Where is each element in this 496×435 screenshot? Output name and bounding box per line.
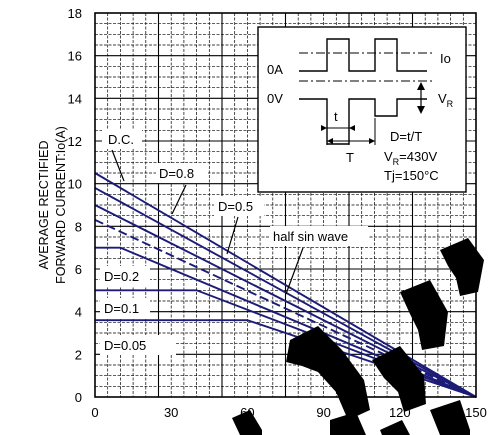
- label-bg: [214, 196, 264, 216]
- label-bg: [102, 129, 142, 149]
- inset-frame: [257, 26, 467, 193]
- label-half-sin: half sin wave: [273, 229, 348, 244]
- y-tick-label: 14: [68, 91, 82, 106]
- y-tick-label: 10: [68, 177, 82, 192]
- y-axis-label-line-1: AVERAGE RECTIFIED: [37, 141, 51, 270]
- y-axis-label: AVERAGE RECTIFIED FORWARD CURRENT:Io(A): [37, 126, 68, 284]
- y-tick-label: 8: [75, 219, 82, 234]
- y-tick-label: 12: [68, 134, 82, 149]
- label-half-sin-arrow: [285, 247, 304, 295]
- series-line-3: [94, 219, 477, 398]
- series-line-4: [95, 246, 477, 398]
- inset-duty-eq: D=t/T: [390, 129, 422, 144]
- label-bg: [156, 163, 208, 183]
- y-tick-label: 16: [68, 49, 82, 64]
- inset-tj-eq: Tj=150°C: [384, 168, 439, 183]
- label-d05-arrow: [226, 216, 239, 255]
- inset-io-label: Io: [440, 51, 451, 66]
- label-bg: [100, 266, 150, 286]
- inset-0a-label: 0A: [267, 62, 283, 77]
- y-axis-label-line-2: FORWARD CURRENT:Io(A): [54, 126, 68, 284]
- inset-vr-label: VR: [438, 91, 454, 109]
- inset-t-label: t: [334, 109, 338, 124]
- y-tick-label: 2: [75, 347, 82, 362]
- inset-vr-eq: VR=430V: [384, 149, 437, 167]
- y-tick-label: 6: [75, 262, 82, 277]
- vr-arrow-head-top: [417, 82, 425, 90]
- curve-labels: D.C. D=0.8 D=0.5 half sin wave D=0.2 D=0…: [100, 129, 368, 355]
- x-tick-label: 30: [164, 405, 178, 420]
- label-dc-arrow: [111, 149, 125, 182]
- label-d08-arrow: [171, 184, 187, 215]
- x-tick-label: 90: [316, 405, 330, 420]
- label-d08: D=0.8: [159, 166, 194, 181]
- y-tick-label: 0: [75, 390, 82, 405]
- label-bg: [100, 335, 176, 355]
- t-dim-head-right: [349, 125, 355, 131]
- label-dc: D.C.: [108, 132, 134, 147]
- series-line-0: [94, 172, 477, 398]
- plot-frame: [94, 12, 477, 398]
- label-bg: [270, 226, 368, 246]
- label-d05: D=0.5: [218, 199, 253, 214]
- watermark: [232, 238, 484, 435]
- inset-T-label: T: [346, 150, 354, 165]
- label-d02: D=0.2: [104, 269, 139, 284]
- label-d01: D=0.1: [104, 301, 139, 316]
- vr-arrow-head-bottom: [417, 106, 425, 114]
- t-dim-head-left: [321, 125, 327, 131]
- waveform-inset: Io 0A 0V VR t T D=t/T VR=430V Tj=150°C: [257, 26, 467, 193]
- y-tick-label: 4: [75, 305, 82, 320]
- x-tick-label: 150: [465, 405, 487, 420]
- y-axis-ticks: 0 2 4 6 8 10 12 14 16 18: [68, 6, 82, 405]
- x-tick-label: 0: [91, 405, 98, 420]
- T-dim-head-right: [369, 138, 375, 144]
- inset-0v-label: 0V: [267, 91, 283, 106]
- label-bg: [100, 298, 150, 318]
- label-d005: D=0.05: [104, 338, 146, 353]
- T-dim-head-left: [327, 138, 333, 144]
- y-tick-label: 18: [68, 6, 82, 21]
- current-waveform: [299, 38, 427, 72]
- x-axis-ticks: 0306090120150: [91, 405, 486, 420]
